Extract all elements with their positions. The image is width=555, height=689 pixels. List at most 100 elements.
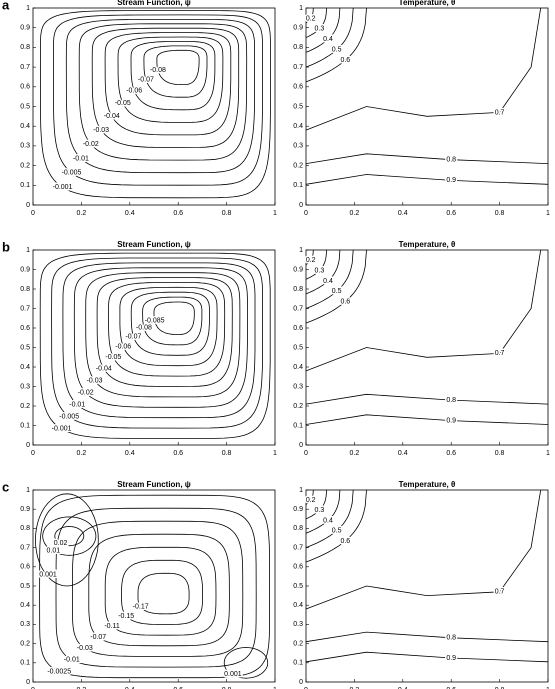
x-tick-label: 0.2 (77, 210, 87, 217)
x-tick-label: 0 (31, 450, 35, 457)
contour-label: 0.6 (340, 299, 350, 306)
contour-label: -0.01 (73, 155, 89, 162)
x-tick-label: 0.2 (77, 687, 87, 689)
y-tick-label: 0.8 (293, 525, 303, 532)
contour-line (85, 272, 241, 398)
contour-line (121, 559, 203, 625)
x-tick-label: 1 (273, 450, 277, 457)
y-tick-label: 0.5 (20, 583, 30, 590)
contour-line (305, 489, 314, 505)
contour-label: 0.001 (39, 571, 57, 578)
y-tick-label: 0.4 (20, 364, 30, 371)
y-tick-label: 0.7 (20, 544, 30, 551)
contour-label: 0.4 (323, 36, 333, 43)
contour-label: -0.02 (83, 141, 99, 148)
y-tick-label: 0.2 (20, 640, 30, 647)
contour-label: 0.4 (323, 517, 333, 524)
contour-label: 0.4 (323, 278, 333, 285)
contour-line (156, 49, 200, 85)
contour-label: 0.2 (306, 257, 316, 264)
y-tick-label: 0.6 (20, 564, 30, 571)
contour-line (51, 257, 263, 429)
contour-label: -0.07 (138, 76, 154, 83)
contour-label: -0.0025 (47, 668, 71, 675)
y-tick-label: 0.5 (20, 103, 30, 110)
contour-label: 0.5 (332, 288, 342, 295)
contour-line (73, 267, 248, 408)
y-tick-label: 0 (299, 442, 303, 449)
contour-line (39, 10, 271, 199)
y-tick-label: 0.5 (20, 344, 30, 351)
contour-label: 0.7 (495, 350, 505, 357)
contour-line (305, 489, 354, 548)
y-tick-label: 0.3 (20, 143, 30, 150)
x-tick-label: 0.6 (173, 450, 183, 457)
x-tick-label: 0 (304, 450, 308, 457)
y-tick-label: 0 (26, 442, 30, 449)
contour-label: -0.03 (77, 645, 93, 652)
plot-frame (305, 489, 549, 683)
y-tick-label: 0.8 (20, 286, 30, 293)
contour-label: 0.9 (446, 177, 456, 184)
y-tick-label: 0.3 (293, 621, 303, 628)
contour-line (305, 7, 542, 131)
contour-line (104, 546, 217, 636)
y-tick-label: 0.5 (293, 344, 303, 351)
y-tick-label: 0.5 (293, 103, 303, 110)
contour-line (39, 494, 271, 679)
contour-label: 0.3 (315, 268, 325, 275)
contour-label: -0.06 (126, 87, 142, 94)
x-tick-label: 1 (546, 210, 550, 217)
contour-line (119, 286, 218, 367)
y-tick-label: 1 (299, 247, 303, 254)
y-tick-label: 0.3 (20, 383, 30, 390)
contour-line (305, 249, 341, 295)
y-tick-label: 1 (299, 487, 303, 494)
contour-label: 0.6 (340, 57, 350, 64)
chart-title: Stream Function, ψ (117, 0, 191, 7)
contour-line (305, 249, 327, 280)
contour-line (305, 489, 327, 520)
y-tick-label: 0 (299, 679, 303, 686)
y-tick-label: 1 (26, 487, 30, 494)
contour-line (39, 252, 271, 439)
contour-line (54, 526, 85, 547)
chart-title: Temperature, θ (399, 0, 456, 7)
contour-line (91, 27, 240, 148)
y-tick-label: 0.5 (293, 583, 303, 590)
contour-label: 0.5 (332, 47, 342, 54)
y-tick-label: 0.6 (20, 325, 30, 332)
chart-title: Temperature, θ (399, 240, 456, 249)
y-tick-label: 0.9 (20, 25, 30, 32)
contour-line (305, 631, 549, 643)
plot-frame (305, 7, 549, 206)
contour-label: 0.001 (224, 671, 242, 678)
y-tick-label: 0.7 (293, 64, 303, 71)
y-tick-label: 0.7 (20, 305, 30, 312)
y-tick-label: 0.2 (20, 403, 30, 410)
contour-label: -0.05 (105, 354, 121, 361)
contour-label: -0.07 (125, 333, 141, 340)
contour-line (305, 489, 367, 563)
contour-label: 0.8 (446, 157, 456, 164)
y-tick-label: 0.7 (293, 305, 303, 312)
contour-label: 0.3 (315, 507, 325, 514)
contour-label: -0.03 (93, 127, 109, 134)
contour-label: -0.08 (136, 324, 152, 331)
contour-line (305, 153, 549, 164)
chart-title: Stream Function, ψ (117, 480, 191, 489)
contour-label: -0.001 (52, 426, 72, 433)
contour-line (71, 520, 244, 657)
y-tick-label: 0.2 (293, 403, 303, 410)
contour-line (130, 41, 216, 111)
contour-label: -0.01 (69, 401, 85, 408)
contour-label: -0.005 (59, 414, 79, 421)
y-tick-label: 0.8 (20, 44, 30, 51)
chart-title: Stream Function, ψ (117, 240, 191, 249)
contour-label: -0.17 (133, 604, 149, 611)
contour-label: 0.7 (495, 589, 505, 596)
y-tick-label: 0.2 (293, 640, 303, 647)
contour-label: -0.04 (104, 113, 120, 120)
contour-label: 0.8 (446, 397, 456, 404)
